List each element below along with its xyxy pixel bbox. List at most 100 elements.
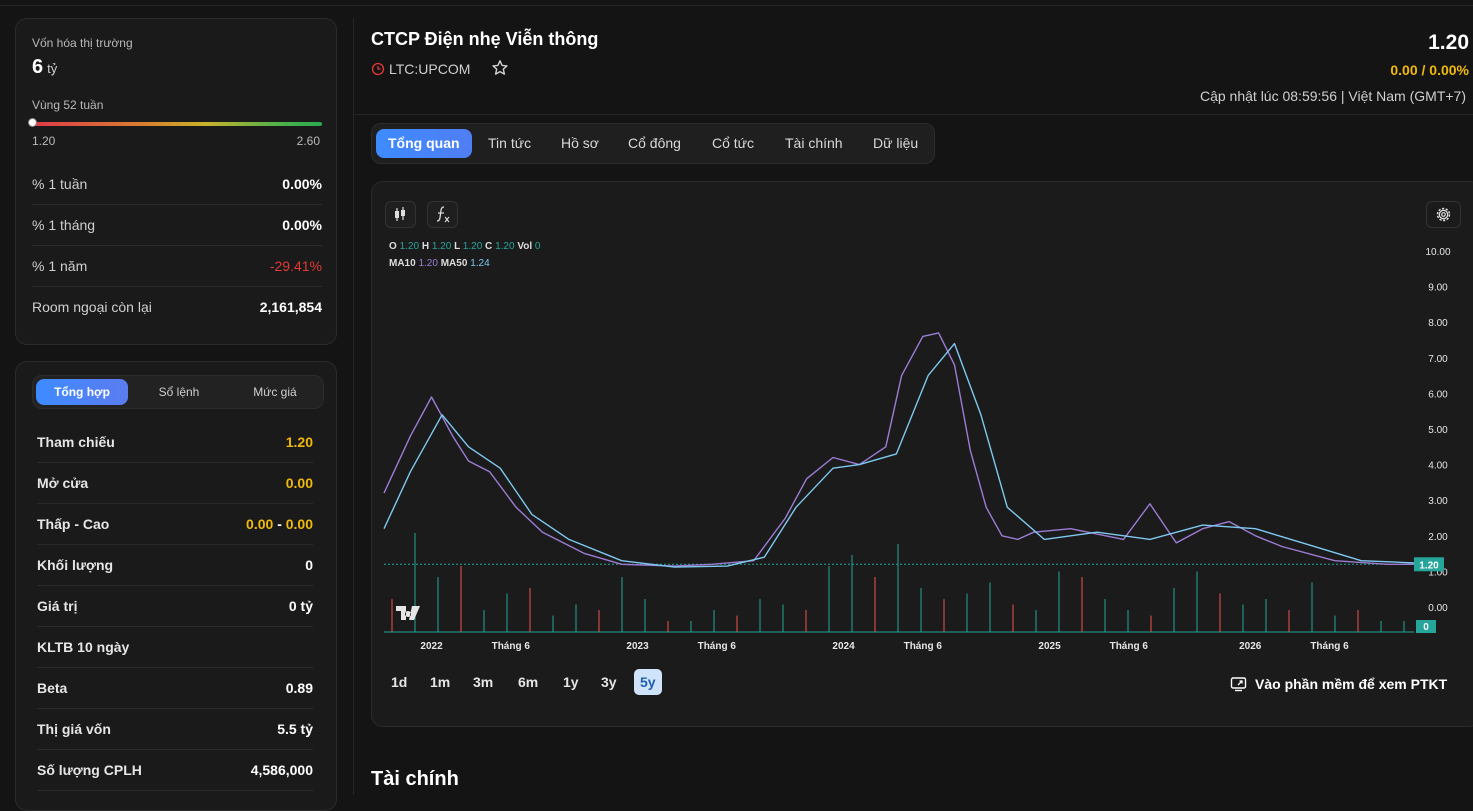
period-6m[interactable]: 6m [518, 674, 539, 690]
chart-settings-button[interactable] [1426, 201, 1461, 228]
star-icon[interactable] [491, 59, 509, 77]
trade-row-avg-volume-10d: KLTB 10 ngày [37, 627, 313, 668]
trading-summary-card: Tổng hợp Sổ lệnh Mức giá Tham chiếu 1.20 … [15, 361, 337, 811]
trade-value: 0 tỷ [288, 598, 313, 614]
y-tick-label: 7.00 [1428, 354, 1448, 365]
open-analysis-label: Vào phần mềm để xem PTKT [1255, 676, 1448, 692]
y-tick-label: 8.00 [1428, 318, 1448, 329]
legend-ma10: 1.20 [418, 258, 438, 269]
y-tick-label: 0.00 [1428, 603, 1448, 614]
market-cap-unit: tỷ [47, 61, 58, 76]
stat-row-month: % 1 tháng 0.00% [32, 205, 322, 246]
stat-label: % 1 tháng [32, 217, 96, 233]
y-tick-label: 9.00 [1428, 283, 1448, 294]
tab-profile[interactable]: Hồ sơ [561, 135, 599, 151]
y-tick-label: 3.00 [1428, 496, 1448, 507]
legend-high: 1.20 [431, 241, 452, 252]
trade-label: Số lượng CPLH [37, 762, 142, 778]
y-tick-label: 6.00 [1428, 389, 1448, 400]
indicators-button[interactable] [427, 201, 458, 228]
period-5y[interactable]: 5y [634, 669, 662, 695]
y-tick-label: 1.00 [1428, 567, 1448, 578]
stat-row-week: % 1 tuần 0.00% [32, 164, 322, 205]
period-3m[interactable]: 3m [473, 674, 494, 690]
x-tick-label: 2025 [1038, 641, 1061, 652]
last-price-tag-label: 1.20 [1419, 560, 1439, 571]
stat-value: 0.00% [282, 176, 322, 192]
trade-label: Khối lượng [37, 557, 114, 573]
trade-label: Thấp - Cao [37, 516, 110, 532]
series-line-ma50 [383, 342, 1415, 568]
period-1d[interactable]: 1d [391, 674, 408, 690]
trade-range-separator: - [277, 516, 282, 532]
y-tick-label: 4.00 [1428, 461, 1448, 472]
trade-view-switch: Tổng hợp Sổ lệnh Mức giá [32, 375, 324, 409]
market-cap-label: Vốn hóa thị trường [32, 36, 133, 50]
legend-low: 1.20 [462, 241, 483, 252]
stat-value: 2,161,854 [259, 299, 322, 315]
tab-overview[interactable]: Tổng quan [376, 129, 472, 158]
main-tabs: Tổng quan Tin tức Hồ sơ Cổ đông Cổ tức T… [371, 123, 935, 164]
candlestick-button[interactable] [385, 201, 416, 228]
tradingview-logo-icon [396, 606, 420, 620]
tab-news[interactable]: Tin tức [488, 135, 532, 151]
company-title: CTCP Điện nhẹ Viễn thông [371, 29, 599, 49]
tab-data[interactable]: Dữ liệu [873, 135, 919, 151]
trade-tab-price-levels[interactable]: Mức giá [253, 385, 297, 399]
series-line-ma10 [383, 332, 1414, 567]
tab-financials[interactable]: Tài chính [785, 135, 843, 151]
open-analysis-link[interactable]: Vào phần mềm để xem PTKT [1230, 676, 1447, 692]
trade-label: KLTB 10 ngày [37, 639, 130, 655]
stat-row-foreign-room: Room ngoại còn lại 2,161,854 [32, 287, 322, 328]
legend-close-label: C [485, 241, 493, 252]
trade-label: Thị giá vốn [37, 721, 111, 737]
x-tick-label: Tháng 6 [904, 641, 943, 652]
section-title-financials: Tài chính [371, 768, 459, 790]
period-1m[interactable]: 1m [430, 674, 451, 690]
legend-open: 1.20 [399, 241, 420, 252]
price-chart[interactable]: 10.00 9.00 8.00 7.00 6.00 5.00 4.00 3.00 2.00 1.0… [372, 182, 1473, 662]
stat-value: 0.00% [282, 217, 322, 233]
trade-row-reference: Tham chiếu 1.20 [37, 422, 313, 463]
price-change: 0.00 / 0.00% [1390, 62, 1469, 78]
current-price: 1.20 [1428, 31, 1469, 54]
week52-range-marker [28, 118, 37, 127]
x-tick-label: Tháng 6 [1310, 641, 1349, 652]
trade-value: 0.00 [285, 475, 313, 491]
x-tick-label: 2023 [626, 641, 649, 652]
clock-icon [371, 62, 385, 76]
legend-ma50: 1.24 [470, 258, 490, 269]
trade-tab-summary[interactable]: Tổng hợp [36, 379, 128, 405]
gear-icon [1436, 207, 1451, 222]
stat-label: Room ngoại còn lại [32, 299, 152, 315]
trade-row-beta: Beta 0.89 [37, 668, 313, 709]
trade-row-volume: Khối lượng 0 [37, 545, 313, 586]
trade-row-open: Mở cửa 0.00 [37, 463, 313, 504]
last-price-tag [1414, 557, 1444, 572]
candlestick-icon [395, 207, 405, 221]
trade-tab-orderbook[interactable]: Sổ lệnh [158, 385, 200, 399]
function-icon [436, 206, 450, 223]
trade-value: 0.89 [285, 680, 313, 696]
legend-ma10-label: MA10 [389, 258, 416, 269]
trade-row-value: Giá trị 0 tỷ [37, 586, 313, 627]
legend-close: 1.20 [495, 241, 515, 252]
trade-high: 0.00 [285, 516, 313, 532]
tab-shareholders[interactable]: Cổ đông [628, 135, 681, 151]
trade-value: 0 [305, 557, 313, 573]
legend-volume: 0 [534, 241, 541, 252]
week52-range-bar [28, 118, 322, 127]
top-border [0, 0, 1473, 6]
x-tick-label: Tháng 6 [1110, 641, 1149, 652]
ticker-label: LTC:UPCOM [389, 61, 471, 77]
period-1y[interactable]: 1y [563, 674, 579, 690]
trade-value: 5.5 tỷ [277, 721, 313, 737]
market-summary-card: Vốn hóa thị trường 6 tỷ Vùng 52 tuần 1.20… [15, 18, 337, 345]
tab-dividends[interactable]: Cổ tức [712, 135, 755, 151]
trade-label: Mở cửa [37, 475, 89, 491]
legend-volume-label: Vol [517, 241, 533, 252]
x-tick-label: 2024 [832, 641, 855, 652]
trade-label: Tham chiếu [37, 434, 115, 450]
trade-label: Beta [37, 680, 68, 696]
period-3y[interactable]: 3y [601, 674, 617, 690]
